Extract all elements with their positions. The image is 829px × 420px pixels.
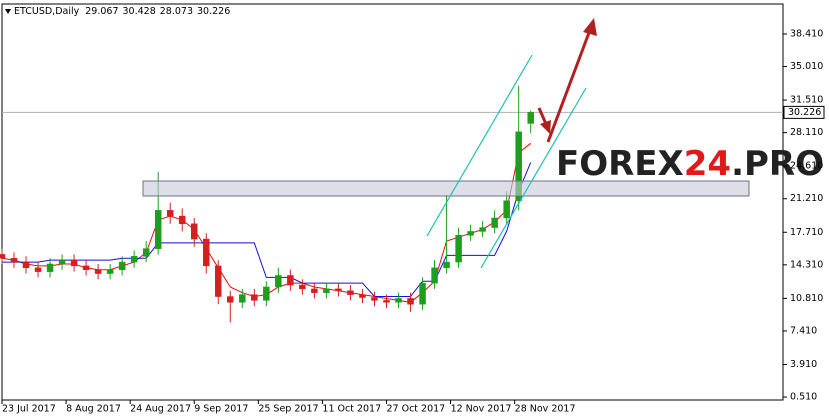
x-tick-label: 24 Aug 2017 (130, 404, 191, 415)
indicator-line (2, 162, 532, 297)
forecast-arrow (546, 29, 592, 143)
y-tick-label: 7.410 (790, 325, 817, 336)
candle-body (491, 217, 498, 228)
candle-body (359, 294, 366, 298)
candle-body (503, 200, 510, 219)
x-tick-label: 27 Oct 2017 (386, 404, 445, 415)
y-tick-label: 14.310 (790, 259, 823, 270)
watermark-part: FOREX (556, 144, 684, 184)
candle-body (335, 288, 342, 292)
candle-body (371, 297, 378, 301)
candle-body (287, 275, 294, 286)
candle-body (251, 294, 258, 301)
candle-body (227, 296, 234, 303)
candle-body (46, 263, 54, 272)
last-high: 30.428 (123, 6, 156, 17)
x-tick-label: 12 Nov 2017 (451, 404, 512, 415)
channel-line (480, 87, 587, 269)
candle-body (34, 267, 42, 272)
candle-body (82, 265, 90, 270)
y-tick-label: 21.210 (790, 193, 823, 204)
candle-body (479, 227, 486, 232)
candle-body (263, 286, 270, 301)
candle-body (10, 257, 18, 263)
x-tick-label: 23 Jul 2017 (2, 404, 56, 415)
y-tick-label: 0.510 (790, 392, 817, 403)
candle-body (106, 269, 114, 274)
candle-body (455, 234, 462, 263)
candle-body (311, 288, 318, 293)
candle-body (166, 210, 174, 217)
candle-body (299, 284, 306, 290)
candle-body (407, 298, 414, 305)
candle-body (190, 223, 198, 240)
y-tick-label: 35.010 (790, 61, 823, 72)
candle-body (118, 261, 126, 270)
channel-line (426, 54, 533, 237)
y-tick-label: 10.810 (790, 293, 823, 304)
y-tick-label: 24.610 (790, 161, 823, 172)
watermark-part: .PRO (731, 144, 824, 184)
y-tick-label: 3.910 (790, 359, 817, 370)
candle-body (431, 267, 438, 284)
candle-body (419, 282, 426, 305)
candle-body (203, 238, 210, 267)
candle-body (323, 288, 330, 293)
x-tick-label: 11 Oct 2017 (322, 404, 381, 415)
candle-body (154, 210, 162, 249)
last-open: 29.067 (85, 6, 118, 17)
y-tick-label: 17.710 (790, 227, 823, 238)
candle-body (0, 254, 6, 259)
candle-body (142, 248, 150, 257)
candle-body (94, 269, 102, 274)
candle-body (178, 215, 186, 224)
candle-body (443, 261, 450, 269)
candle-body (395, 298, 402, 303)
candle-body (70, 259, 78, 267)
candle-body (515, 131, 522, 202)
support-zone (142, 180, 750, 197)
price-label: 30.226 (788, 107, 821, 118)
x-tick-label: 25 Sep 2017 (258, 404, 318, 415)
x-tick-label: 8 Aug 2017 (66, 404, 121, 415)
watermark: FOREX24.PRO (556, 144, 824, 184)
price-label-box (783, 105, 825, 119)
arrow-head (540, 120, 551, 134)
candle-body (22, 261, 30, 269)
x-tick-label: 28 Nov 2017 (515, 404, 576, 415)
last-close: 30.226 (197, 6, 230, 17)
header-icon (5, 9, 11, 14)
y-tick-label: 38.410 (790, 28, 823, 39)
arrow-head (583, 18, 597, 36)
candle-body (58, 259, 66, 265)
symbol: ETCUSD,Daily (14, 6, 80, 17)
candle-body (130, 256, 138, 263)
candle-body (347, 290, 354, 295)
forecast-arrow (537, 107, 548, 125)
x-tick-label: 9 Sep 2017 (194, 404, 248, 415)
last-low: 28.073 (160, 6, 193, 17)
candle-body (467, 231, 474, 236)
y-tick-label: 28.110 (790, 127, 823, 138)
candle-body (239, 294, 246, 303)
plot-frame (1, 3, 784, 401)
header: ETCUSD,Daily 29.067 30.428 28.073 30.226 (14, 6, 230, 17)
watermark-part: 24 (684, 144, 731, 184)
axes: 38.410 35.010 31.510 28.110 24.610 21.210 17.7… (1, 28, 825, 415)
candle-body (215, 265, 222, 297)
candle-body (275, 275, 282, 288)
y-tick-label: 31.510 (790, 95, 823, 106)
candle-body (527, 112, 534, 124)
candle-body (383, 300, 390, 303)
